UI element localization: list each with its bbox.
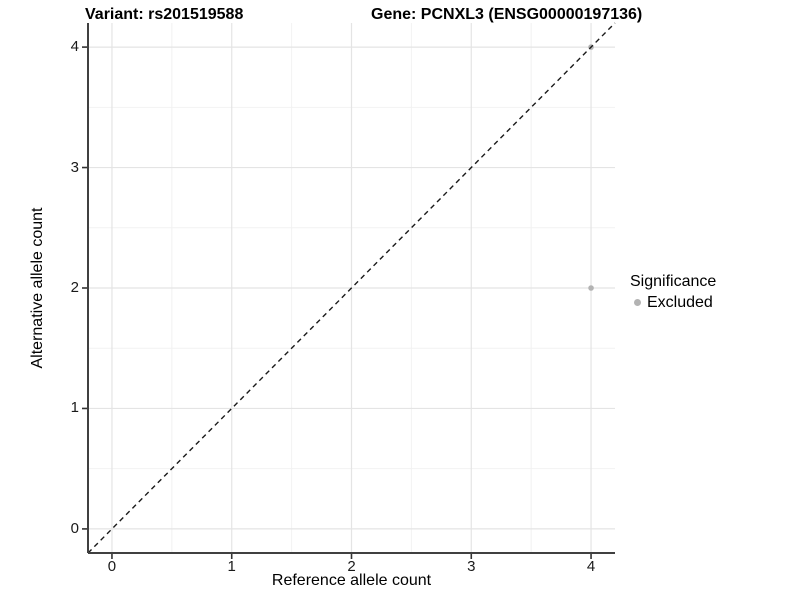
y-tick-label: 1 bbox=[70, 399, 79, 417]
legend-item-label: Excluded bbox=[647, 294, 713, 311]
x-tick-label: 0 bbox=[107, 558, 117, 575]
gene-title: Gene: PCNXL3 (ENSG00000197136) bbox=[371, 6, 643, 23]
legend: Significance Excluded bbox=[630, 271, 716, 313]
variant-title: Variant: rs201519588 bbox=[85, 6, 244, 23]
x-tick-label: 2 bbox=[347, 558, 356, 575]
y-tick-label: 3 bbox=[70, 158, 79, 176]
excluded-point-icon bbox=[634, 299, 641, 306]
y-tick-label: 4 bbox=[70, 38, 79, 56]
legend-item-excluded: Excluded bbox=[630, 292, 716, 313]
x-tick-label: 3 bbox=[467, 558, 476, 575]
y-tick-label: 2 bbox=[70, 279, 79, 296]
x-tick-label: 1 bbox=[227, 558, 236, 575]
identity-line bbox=[87, 22, 616, 554]
x-tick-label: 4 bbox=[586, 558, 596, 575]
y-tick-label: 0 bbox=[70, 519, 79, 537]
legend-title: Significance bbox=[630, 273, 717, 290]
y-axis-title: Alternative allele count bbox=[29, 207, 46, 369]
data-point-excluded bbox=[588, 285, 594, 291]
x-axis-title: Reference allele count bbox=[271, 572, 432, 589]
